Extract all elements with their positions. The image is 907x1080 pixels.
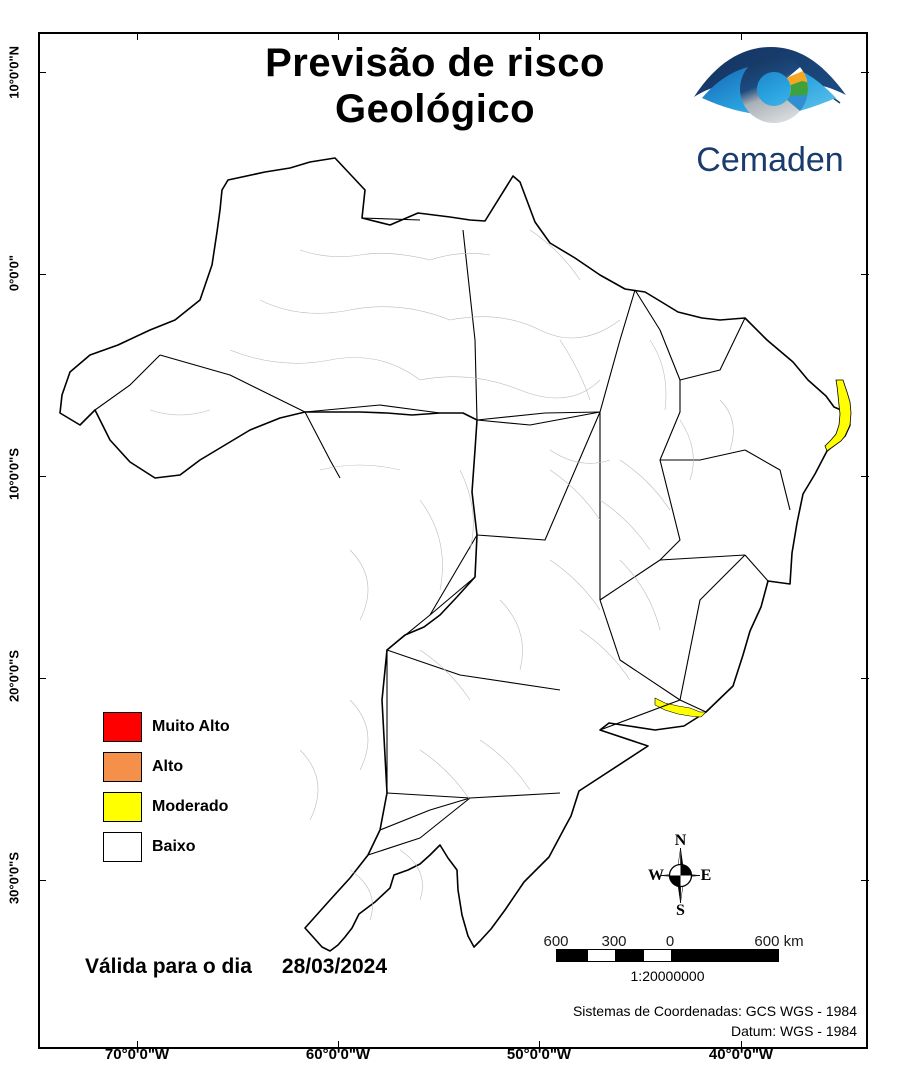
svg-text:N: N — [675, 833, 687, 849]
svg-text:S: S — [676, 902, 685, 918]
svg-text:E: E — [701, 867, 712, 884]
